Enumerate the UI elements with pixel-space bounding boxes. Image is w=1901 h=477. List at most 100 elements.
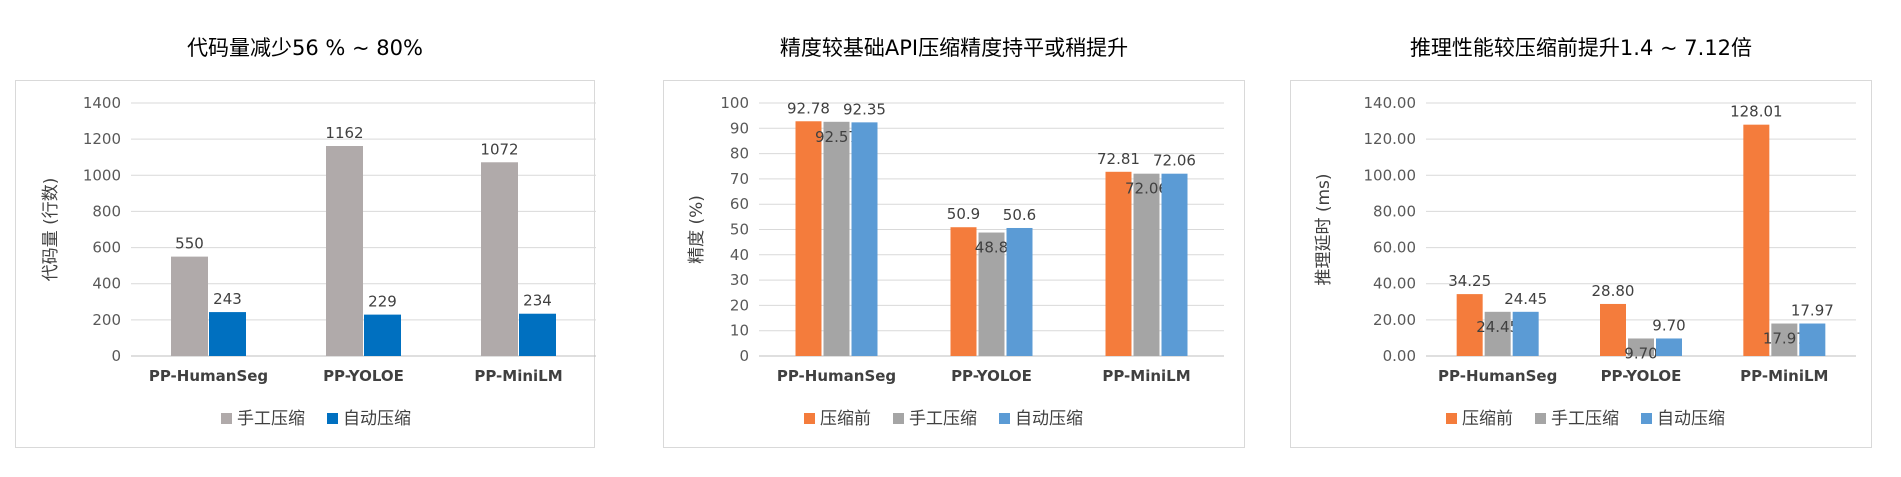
bar [1484,311,1511,356]
chart-3-frame: 0.00 20.00 40.00 60.00 80.00 100.00 120.00 140.… [1290,80,1872,448]
data-label: 17.97 [1763,330,1806,348]
bar [519,313,556,356]
chart-1-title: 代码量减少56 % ~ 80% [187,36,423,60]
data-label: 24.45 [1476,318,1519,336]
legend-label: 手工压缩 [237,409,305,429]
legend-label: 手工压缩 [1551,409,1619,429]
legend-label: 手工压缩 [909,409,977,429]
y-tick-label: 60.00 [1373,239,1416,257]
bar [1006,227,1033,356]
bar [171,256,208,356]
chart-1-plot: 0 200 400 600 800 1000 1200 1400 代码量 (行数) 550 243 P… [41,94,596,429]
bar [209,312,246,356]
data-label: 1162 [325,124,363,142]
y-tick-label: 0 [739,347,749,365]
y-tick-label: 70 [730,170,749,188]
chart-3-title: 推理性能较压缩前提升1.4 ~ 7.12倍 [1409,36,1753,60]
data-label: 50.6 [1003,206,1036,224]
bar [1628,338,1654,356]
legend-swatch [1535,413,1546,424]
y-tick-label: 80.00 [1373,202,1416,220]
y-tick-label: 200 [92,311,121,329]
y-tick-label: 80 [730,145,749,163]
chart-2-plot: 0 10 20 30 40 50 60 70 80 90 100 精度 (%) 92.78 92.57 92… [687,94,1224,429]
y-tick-label: 100.00 [1364,166,1417,184]
data-label: 92.78 [787,99,830,117]
x-category-label: PP-MiniLM [1102,367,1190,385]
data-label: 92.57 [815,128,858,146]
x-category-label: PP-MiniLM [1740,367,1828,385]
data-label: 48.8 [975,239,1008,257]
data-label: 9.70 [1652,316,1685,334]
data-label: 34.25 [1448,272,1491,290]
bar [1512,311,1539,356]
y-tick-label: 20 [730,296,749,314]
bar [823,121,850,356]
bar [978,232,1005,356]
y-tick-label: 100 [720,94,749,112]
bar [1656,338,1682,356]
legend-swatch [221,413,232,424]
y-tick-label: 1200 [83,130,121,148]
data-label: 234 [523,292,552,310]
data-label: 92.35 [843,100,886,118]
legend-swatch [1641,413,1652,424]
bar [950,227,977,356]
legend-label: 自动压缩 [1657,409,1725,429]
y-tick-label: 30 [730,271,749,289]
legend-swatch [804,413,815,424]
bar [481,162,518,356]
data-label: 72.06 [1153,152,1196,170]
data-label: 50.9 [947,205,980,223]
y-tick-label: 10 [730,322,749,340]
data-label: 17.97 [1791,302,1834,320]
data-label: 1072 [480,140,518,158]
bar [1743,124,1770,356]
data-label: 550 [175,235,204,253]
bar [1456,294,1483,356]
legend-label: 自动压缩 [343,409,411,429]
data-label: 72.81 [1097,150,1140,168]
bar [1105,171,1132,356]
data-label: 28.80 [1592,282,1635,300]
y-tick-label: 1400 [83,94,121,112]
bar [1799,323,1826,356]
legend-swatch [999,413,1010,424]
y-axis-label: 推理延时 (ms) [1314,173,1334,285]
y-tick-label: 60 [730,195,749,213]
data-label: 243 [213,290,242,308]
y-tick-label: 90 [730,119,749,137]
y-tick-label: 120.00 [1364,130,1417,148]
data-label: 229 [368,293,397,311]
chart-2-title: 精度较基础API压缩精度持平或稍提升 [779,36,1129,60]
x-category-label: PP-HumanSeg [777,367,896,385]
bar [851,122,878,357]
x-category-label: PP-HumanSeg [1438,367,1557,385]
chart-2-frame: 0 10 20 30 40 50 60 70 80 90 100 精度 (%) 92.78 92.57 92… [663,80,1245,448]
x-category-label: PP-YOLOE [323,367,404,385]
y-axis-label: 精度 (%) [687,195,707,264]
y-tick-label: 140.00 [1364,94,1417,112]
bar [326,146,363,356]
y-tick-label: 0 [111,347,121,365]
bar [795,121,822,356]
bar [1161,173,1188,356]
chart-3-plot: 0.00 20.00 40.00 60.00 80.00 100.00 120.00 140.… [1314,94,1856,429]
bar [1771,323,1798,356]
y-tick-label: 40.00 [1373,275,1416,293]
x-category-label: PP-HumanSeg [149,367,268,385]
y-tick-label: 50 [730,221,749,239]
data-label: 24.45 [1504,290,1547,308]
legend-swatch [893,413,904,424]
y-tick-label: 400 [92,275,121,293]
legend-swatch [327,413,338,424]
y-tick-label: 1000 [83,166,121,184]
x-category-label: PP-YOLOE [1601,367,1682,385]
data-label: 9.70 [1624,344,1657,362]
y-tick-label: 0.00 [1383,347,1416,365]
x-category-label: PP-MiniLM [474,367,562,385]
y-tick-label: 20.00 [1373,311,1416,329]
legend-label: 自动压缩 [1015,409,1083,429]
x-category-label: PP-YOLOE [951,367,1032,385]
bar [364,314,401,356]
